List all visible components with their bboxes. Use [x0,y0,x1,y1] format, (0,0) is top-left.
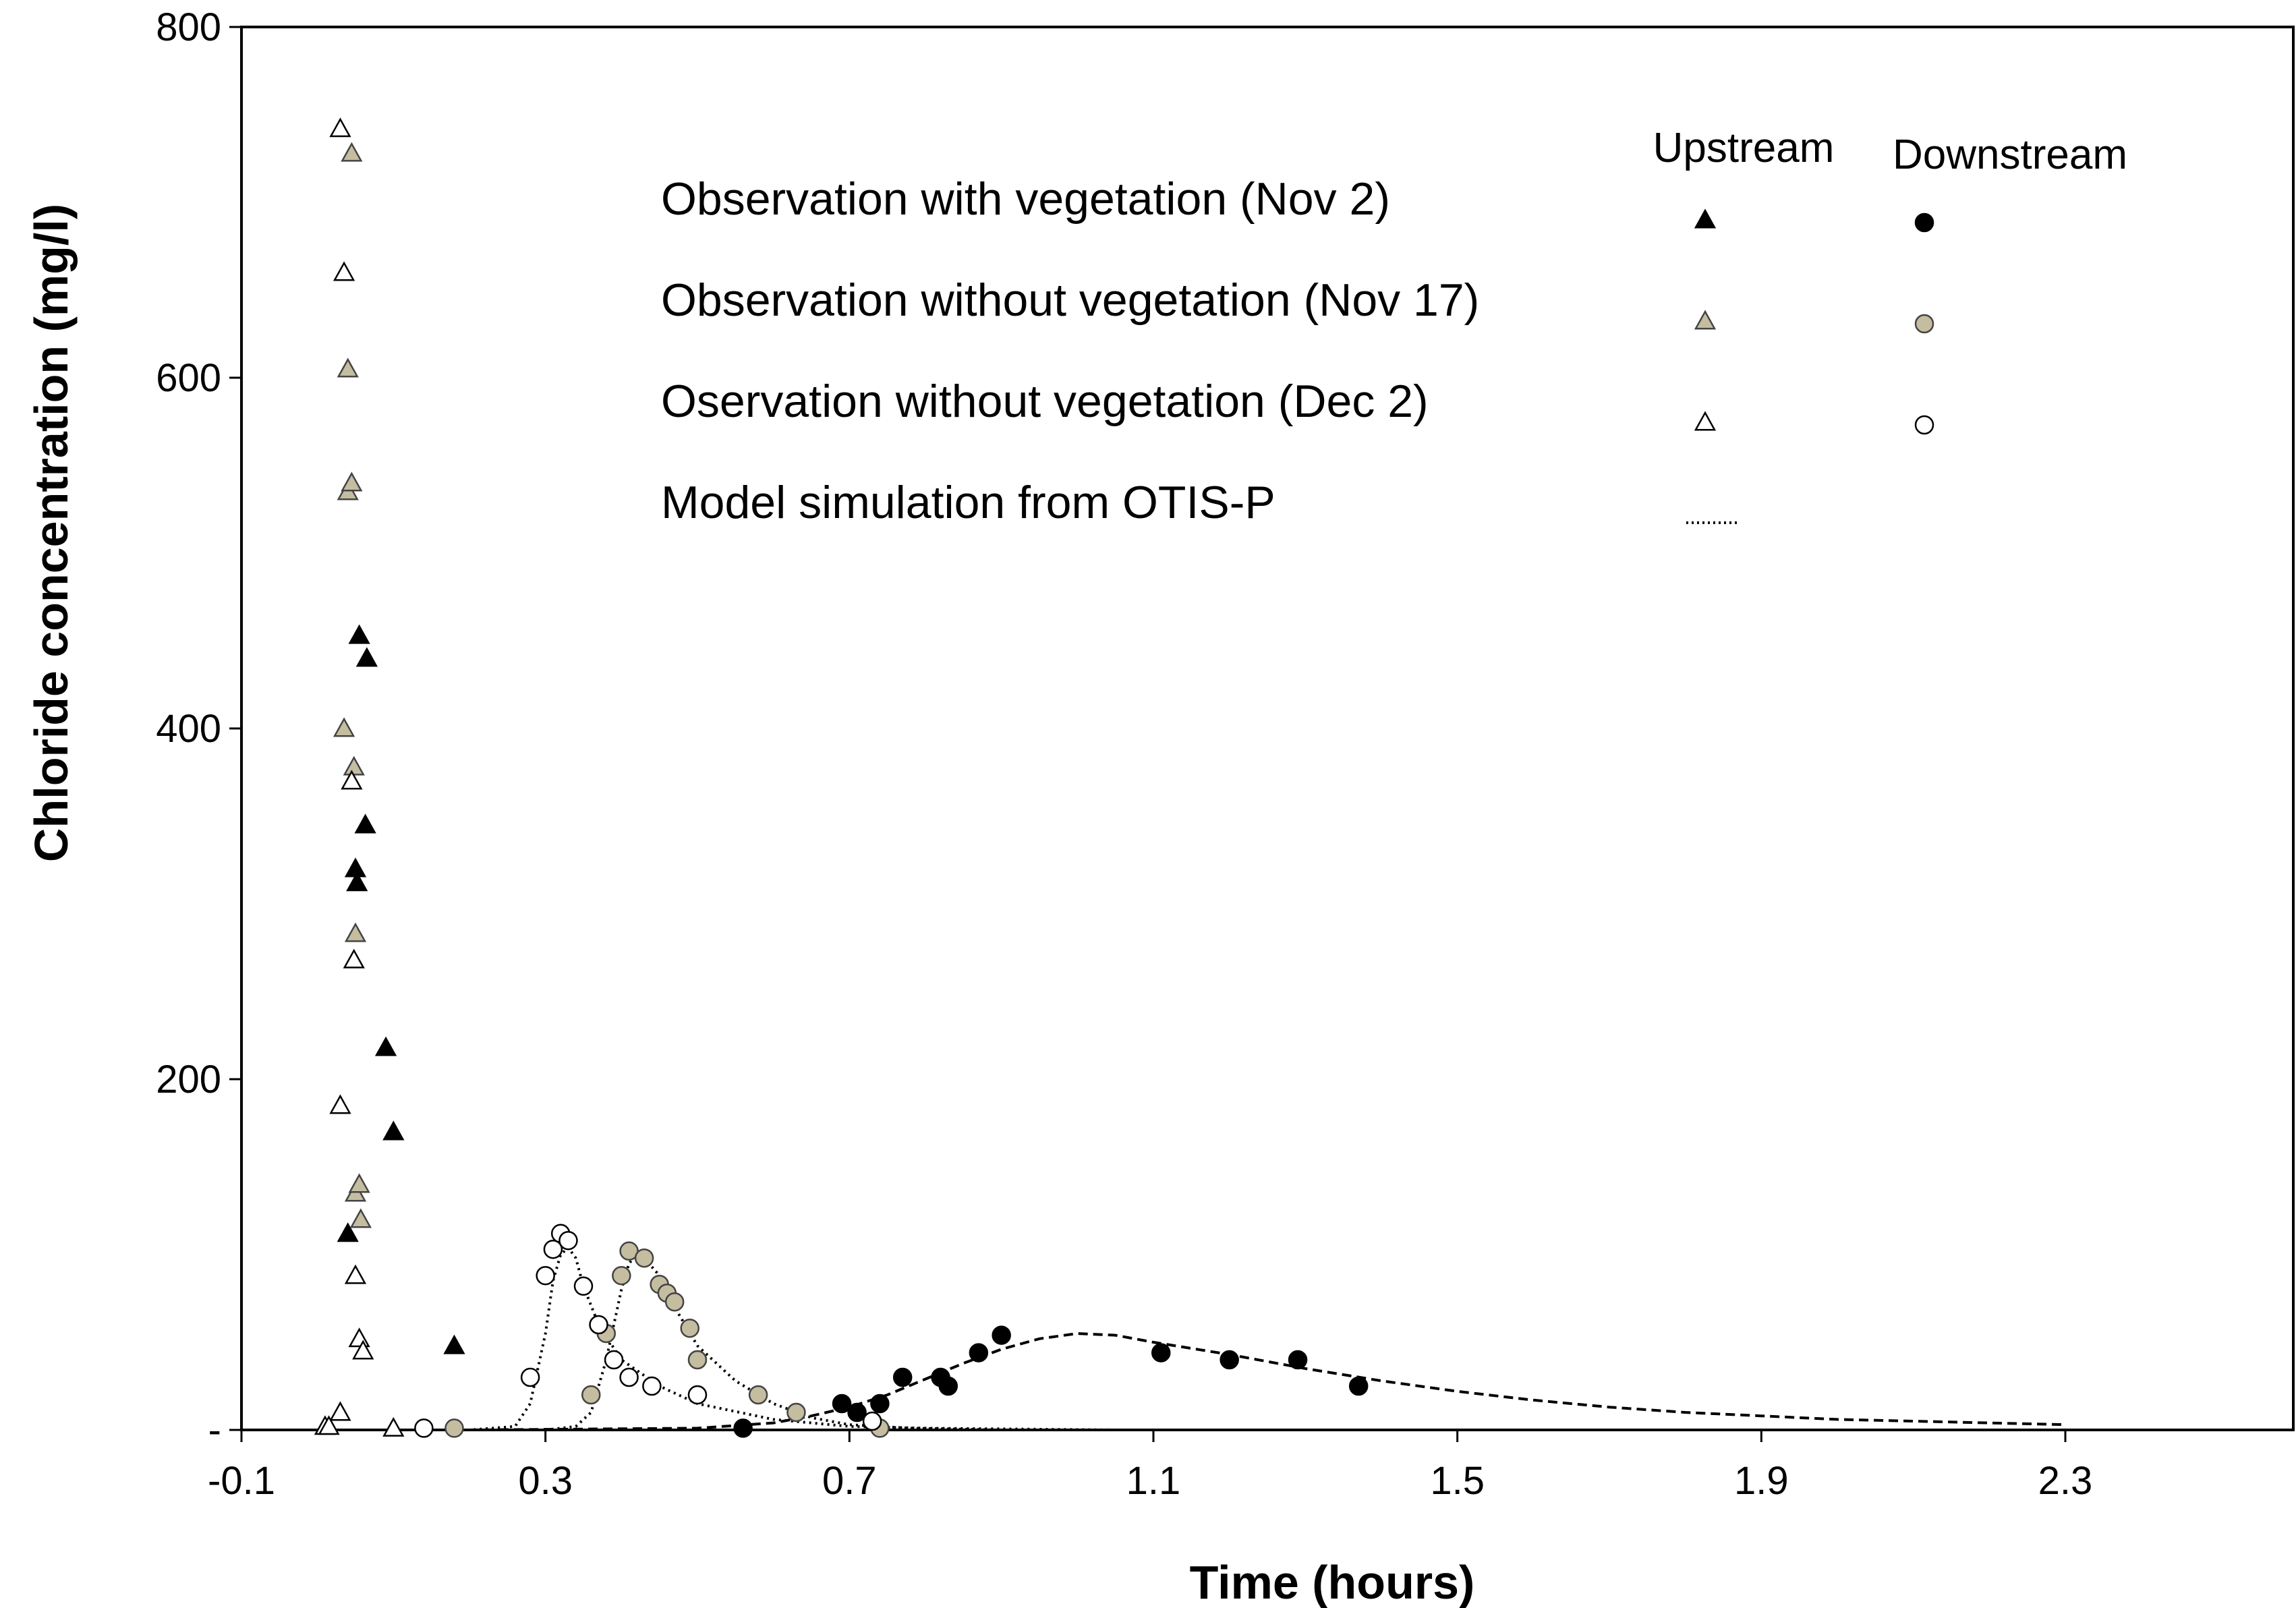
legend-label-nov2: Observation with vegetation (Nov 2) [661,173,1390,225]
data-point-circle [992,1325,1011,1345]
data-point-triangle [344,1264,367,1284]
legend-col-upstream: Upstream [1653,125,1835,171]
legend: Upstream Downstream Observation with veg… [661,125,2127,528]
y-tick-label: 600 [156,356,221,400]
data-point-triangle [333,717,355,737]
data-point-triangle [329,1401,351,1421]
legend-marker-downstream [1914,415,1934,435]
data-point-triangle [382,1416,405,1437]
data-point-circle [414,1418,434,1438]
data-point-circle [1219,1350,1239,1370]
data-point-triangle [352,1340,374,1360]
y-axis-title: Chloride concentration (mg/l) [25,204,78,862]
data-point-triangle [333,261,355,281]
legend-marker-upstream [1694,411,1717,431]
data-point-triangle [343,948,365,969]
data-point-circle [862,1411,882,1431]
data-point-triangle [346,871,368,892]
data-point-triangle [382,1120,405,1141]
data-point-triangle [341,770,363,790]
legend-marker-downstream [1914,212,1934,233]
data-point-circle [687,1350,708,1370]
legend-label-dec2: Oservation without vegetation (Dec 2) [661,376,1429,427]
x-tick-label: 1.9 [1734,1459,1789,1503]
x-tick-label: 1.5 [1430,1459,1485,1503]
x-tick-label: -0.1 [208,1459,275,1503]
data-point-circle [612,1265,631,1286]
data-point-triangle [348,1327,370,1348]
data-point-triangle [337,357,359,378]
x-axis-title: Time (hours) [1190,1556,1475,1608]
data-point-triangle [443,1334,465,1354]
data-point-triangle [348,624,370,644]
y-tick-label: 200 [156,1058,221,1101]
data-point-circle [520,1367,540,1387]
data-point-circle [634,1248,654,1268]
model-curve [469,1331,2066,1431]
x-tick-label: 1.1 [1126,1459,1181,1503]
data-point-circle [1151,1343,1171,1362]
x-axis: -0.1 0.3 0.7 1.1 1.5 1.9 2.3 [208,1430,2092,1503]
data-point-circle [1288,1350,1308,1370]
data-point-circle [969,1343,989,1362]
y-tick-label: 800 [156,5,221,49]
data-point-circle [733,1418,753,1438]
data-point-triangle [329,1094,351,1114]
data-point-triangle [354,813,376,834]
data-point-circle [543,1239,563,1259]
data-point-circle [870,1394,890,1414]
y-tick-label: 400 [156,707,221,751]
data-point-triangle [348,1173,370,1193]
y-tick-label: - [208,1408,221,1452]
data-points [314,117,1369,1438]
x-tick-label: 0.7 [822,1459,877,1503]
legend-marker-upstream [1694,208,1717,229]
data-point-triangle [329,117,351,138]
data-point-triangle [341,471,363,492]
plot-frame [240,26,2295,1431]
data-point-circle [558,1230,578,1251]
data-point-circle [604,1350,624,1370]
data-point-triangle [341,142,363,162]
data-point-triangle [355,647,378,667]
data-point-circle [619,1367,639,1387]
data-point-circle [536,1265,555,1286]
x-tick-label: 0.3 [518,1459,573,1503]
data-point-circle [748,1385,768,1405]
data-point-triangle [349,1208,372,1228]
data-point-triangle [337,1222,359,1242]
y-axis: - 200 400 600 800 [156,5,241,1452]
data-point-circle [786,1402,806,1423]
data-point-triangle [318,1415,340,1435]
data-point-circle [589,1315,608,1335]
data-point-circle [847,1402,867,1423]
data-point-circle [664,1292,685,1312]
legend-col-downstream: Downstream [1893,132,2127,178]
data-point-circle [642,1376,662,1396]
data-point-circle [581,1385,601,1405]
data-point-circle [687,1385,708,1405]
data-point-circle [1348,1376,1369,1396]
data-point-circle [573,1276,594,1296]
data-point-circle [938,1376,958,1396]
legend-label-model: Model simulation from OTIS-P [661,477,1275,528]
data-point-circle [444,1418,464,1438]
data-point-circle [892,1367,913,1387]
legend-label-nov17: Observation without vegetation (Nov 17) [661,275,1479,326]
data-point-circle [832,1394,852,1414]
x-tick-label: 2.3 [2038,1459,2093,1503]
data-point-triangle [344,857,367,878]
legend-marker-downstream [1914,314,1934,334]
data-point-triangle [343,755,365,776]
legend-marker-upstream [1694,310,1717,330]
data-point-triangle [344,922,367,942]
data-point-triangle [374,1036,397,1056]
data-point-circle [680,1318,699,1338]
model-curves [279,1245,2066,1431]
